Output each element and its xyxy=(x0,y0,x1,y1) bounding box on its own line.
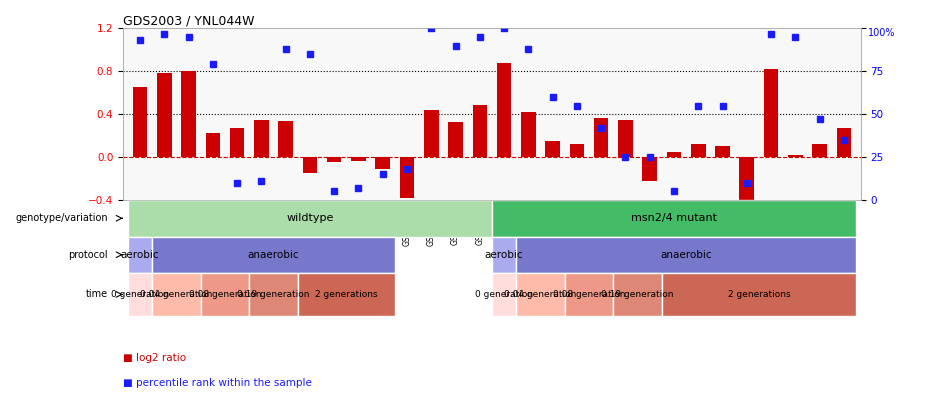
Text: 2 generations: 2 generations xyxy=(315,290,377,299)
Text: wildtype: wildtype xyxy=(287,213,334,223)
Bar xyxy=(182,71,196,157)
Bar xyxy=(740,157,754,216)
Bar xyxy=(642,157,657,181)
Bar xyxy=(254,119,269,157)
Bar xyxy=(128,237,152,273)
Text: aerobic: aerobic xyxy=(121,250,159,260)
Text: ■ log2 ratio: ■ log2 ratio xyxy=(123,354,186,363)
Text: genotype/variation: genotype/variation xyxy=(15,213,108,223)
Text: 2 generations: 2 generations xyxy=(727,290,790,299)
Bar xyxy=(399,157,414,198)
Bar xyxy=(788,155,802,157)
Bar xyxy=(303,157,317,173)
Bar xyxy=(351,157,366,162)
Bar xyxy=(691,144,706,157)
Bar xyxy=(132,87,148,157)
Bar xyxy=(128,273,152,316)
Text: anaerobic: anaerobic xyxy=(660,250,712,260)
Bar xyxy=(152,273,201,316)
Text: aerobic: aerobic xyxy=(484,250,523,260)
Text: 0.04 generation: 0.04 generation xyxy=(504,290,577,299)
Bar xyxy=(813,144,827,157)
Bar xyxy=(472,104,487,157)
Bar xyxy=(205,134,220,157)
Bar xyxy=(492,273,517,316)
Bar xyxy=(667,152,681,157)
Bar xyxy=(298,273,394,316)
Bar xyxy=(327,157,342,162)
Text: 0.04 generation: 0.04 generation xyxy=(140,290,213,299)
Text: 0 generation: 0 generation xyxy=(111,290,169,299)
Bar xyxy=(278,121,293,157)
Bar xyxy=(763,69,779,157)
Bar xyxy=(565,273,613,316)
Bar xyxy=(201,273,249,316)
Text: GDS2003 / YNL044W: GDS2003 / YNL044W xyxy=(123,14,254,27)
Bar xyxy=(613,273,662,316)
Text: msn2/4 mutant: msn2/4 mutant xyxy=(631,213,717,223)
Bar xyxy=(497,63,512,157)
Text: 0.19 generation: 0.19 generation xyxy=(602,290,674,299)
Bar xyxy=(492,200,856,237)
Bar xyxy=(594,119,608,157)
Bar xyxy=(545,141,560,157)
Bar xyxy=(662,273,856,316)
Bar xyxy=(152,237,394,273)
Text: 0.08 generation: 0.08 generation xyxy=(552,290,625,299)
Text: anaerobic: anaerobic xyxy=(248,250,299,260)
Bar xyxy=(448,122,463,157)
Bar xyxy=(157,73,171,157)
Text: 0.19 generation: 0.19 generation xyxy=(237,290,309,299)
Bar xyxy=(715,146,729,157)
Text: 0 generation: 0 generation xyxy=(475,290,534,299)
Bar xyxy=(618,119,633,157)
Bar xyxy=(521,112,535,157)
Bar xyxy=(376,157,390,169)
Bar xyxy=(569,144,584,157)
Bar xyxy=(230,128,244,157)
Bar xyxy=(517,237,856,273)
Text: 0.08 generation: 0.08 generation xyxy=(188,290,261,299)
Text: ■ percentile rank within the sample: ■ percentile rank within the sample xyxy=(123,378,312,388)
Bar xyxy=(836,128,851,157)
Bar xyxy=(492,237,517,273)
Bar xyxy=(128,200,492,237)
Text: 100%: 100% xyxy=(868,28,896,38)
Text: time: time xyxy=(86,290,108,299)
Text: protocol: protocol xyxy=(69,250,108,260)
Bar xyxy=(249,273,298,316)
Bar xyxy=(517,273,565,316)
Bar xyxy=(424,110,439,157)
